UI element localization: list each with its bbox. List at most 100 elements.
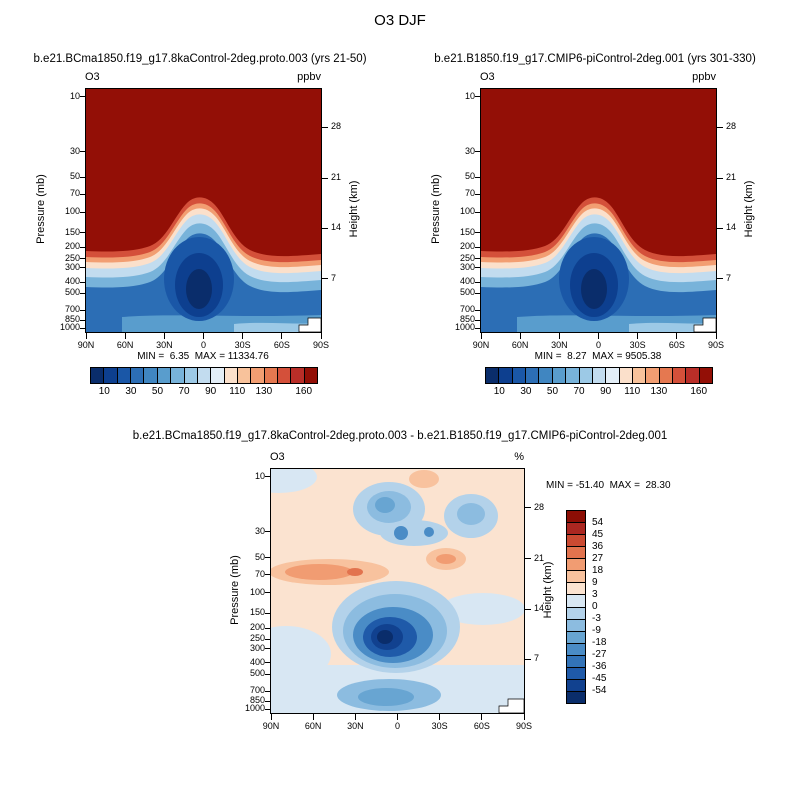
pressure-tick-mark xyxy=(475,232,481,234)
pressure-tick-label: 50 xyxy=(464,171,475,182)
height-tick-mark xyxy=(525,658,531,660)
contour-patch xyxy=(441,593,524,625)
colorbar-cell xyxy=(605,368,619,383)
height-tick-mark xyxy=(322,177,328,179)
positive-patch xyxy=(436,554,456,564)
pressure-tick-label: 300 xyxy=(459,261,475,272)
colorbar-cell xyxy=(538,368,552,383)
latitude-tick-label: 60S xyxy=(668,340,685,350)
height-axis-label: Height (km) xyxy=(542,561,554,619)
latitude-tick-mark xyxy=(397,714,398,720)
colorbar-cell xyxy=(236,368,251,383)
pressure-tick-label: 70 xyxy=(464,188,475,199)
pressure-tick-mark xyxy=(80,96,86,98)
colorbar-cell xyxy=(567,522,585,535)
colorbar-tick-label: -3 xyxy=(592,613,601,624)
pressure-tick-label: 1000 xyxy=(454,322,475,333)
height-tick-mark xyxy=(322,227,328,229)
diff-units-label: % xyxy=(514,451,524,463)
colorbar-cell xyxy=(567,582,585,595)
latitude-tick-mark xyxy=(481,714,483,720)
latitude-tick-label: 90N xyxy=(262,721,280,731)
colorbar-tick-label: -36 xyxy=(592,661,607,672)
pressure-tick-label: 400 xyxy=(64,276,80,287)
panel1-units-label: ppbv xyxy=(297,71,321,83)
colorbar-cell xyxy=(277,368,291,383)
colorbar-tick-label: 30 xyxy=(125,386,137,397)
latitude-tick-label: 60S xyxy=(473,721,490,731)
pressure-tick-mark xyxy=(475,211,481,213)
colorbar-cell xyxy=(631,368,646,383)
colorbar-tick-label: 130 xyxy=(650,386,668,397)
latitude-tick-mark xyxy=(354,714,356,720)
tropical-minimum-core xyxy=(186,269,212,309)
negative-spot xyxy=(424,527,434,537)
colorbar-tick-label: 10 xyxy=(98,386,110,397)
latitude-tick-mark xyxy=(312,714,314,720)
latitude-tick-mark xyxy=(676,333,678,339)
pressure-tick-label: 200 xyxy=(64,241,80,252)
latitude-tick-mark xyxy=(439,714,441,720)
pressure-tick-mark xyxy=(265,531,271,533)
pressure-tick-label: 30 xyxy=(254,525,265,536)
antarctic-surface-cutout xyxy=(693,317,716,332)
height-tick-mark xyxy=(322,126,328,128)
colorbar-tick-label: 160 xyxy=(295,386,313,397)
pressure-tick-label: 700 xyxy=(459,304,475,315)
pressure-tick-mark xyxy=(475,309,481,311)
height-tick-mark xyxy=(717,278,723,280)
colorbar-cell xyxy=(567,690,585,703)
colorbar-tick-label: 30 xyxy=(520,386,532,397)
diff-minmax: MIN = -51.40 MAX = 28.30 xyxy=(546,480,671,491)
pressure-tick-label: 300 xyxy=(64,261,80,272)
latitude-tick-label: 90S xyxy=(312,340,330,350)
latitude-tick-mark xyxy=(598,333,599,339)
panel2-units-label: ppbv xyxy=(692,71,716,83)
colorbar-cell xyxy=(511,368,526,383)
latitude-tick-mark xyxy=(163,333,165,339)
colorbar-cell xyxy=(303,368,318,383)
height-tick-mark xyxy=(322,278,328,280)
colorbar-cell xyxy=(567,618,585,631)
pressure-tick-label: 500 xyxy=(249,668,265,679)
pressure-tick-mark xyxy=(265,700,271,702)
pressure-tick-label: 150 xyxy=(64,226,80,237)
colorbar-cell xyxy=(567,642,585,655)
pressure-tick-label: 100 xyxy=(64,206,80,217)
height-tick-mark xyxy=(717,126,723,128)
height-tick-label: 28 xyxy=(331,121,342,132)
pressure-tick-label: 250 xyxy=(64,252,80,263)
pressure-tick-mark xyxy=(475,281,481,283)
pressure-tick-label: 50 xyxy=(69,171,80,182)
pressure-tick-mark xyxy=(80,319,86,321)
colorbar-tick-label: 160 xyxy=(690,386,708,397)
pressure-tick-label: 70 xyxy=(69,188,80,199)
latitude-tick-label: 30N xyxy=(347,721,364,731)
colorbar-cell xyxy=(567,558,585,571)
pressure-tick-mark xyxy=(475,327,481,329)
surface-negative-patch xyxy=(358,688,414,706)
contour-patch xyxy=(457,503,485,525)
pressure-tick-mark xyxy=(80,151,86,153)
latitude-tick-mark xyxy=(85,333,87,339)
pressure-tick-label: 150 xyxy=(249,607,265,618)
contour-plot-difference: 10 30 50 70 100 150 200 250 300 400 500 700 850 1000 2… xyxy=(245,468,544,731)
contour-patch xyxy=(375,497,395,513)
latitude-tick-mark xyxy=(203,333,204,339)
pressure-tick-mark xyxy=(475,193,481,195)
colorbar-tick-label: 50 xyxy=(151,386,164,397)
pressure-tick-mark xyxy=(475,319,481,321)
latitude-tick-label: 90N xyxy=(472,340,490,350)
pressure-tick-mark xyxy=(475,267,481,269)
pressure-tick-label: 250 xyxy=(249,633,265,644)
latitude-tick-label: 60N xyxy=(116,340,134,350)
colorbar-cell xyxy=(645,368,659,383)
panel2-minmax: MIN = 8.27 MAX = 9505.38 xyxy=(534,351,662,362)
diff-colorbar: 54 45 36 27 18 9 3 0 -3 -9 -18 -27 -36 -45 -54 xyxy=(566,510,606,704)
pressure-tick-label: 1000 xyxy=(244,703,265,714)
pressure-tick-label: 30 xyxy=(464,145,475,156)
latitude-tick-mark xyxy=(124,333,126,339)
colorbar-cell xyxy=(567,606,585,619)
height-tick-label: 21 xyxy=(534,552,545,563)
colorbar-cell xyxy=(698,368,713,383)
